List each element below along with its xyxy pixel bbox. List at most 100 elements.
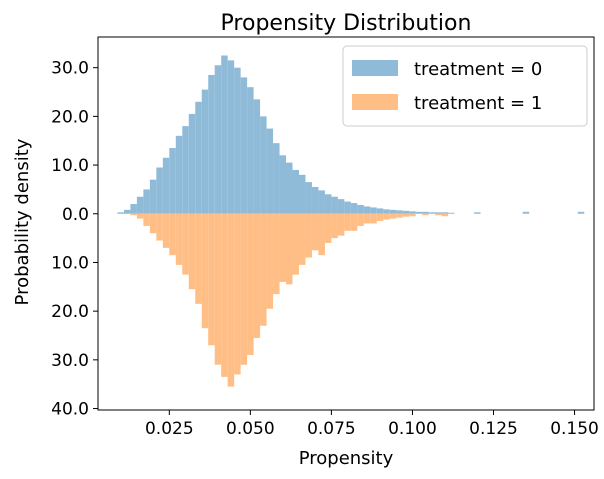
- y-tick-label: 20.0: [51, 107, 89, 127]
- bar-treatment-0: [175, 135, 183, 214]
- bar-treatment-0: [117, 212, 124, 214]
- bar-treatment-0: [441, 212, 449, 214]
- legend-label-treatment-1: treatment = 1: [414, 93, 542, 114]
- bar-treatment-1: [383, 213, 390, 220]
- bar-treatment-0: [240, 77, 248, 214]
- bar-treatment-0: [337, 199, 345, 214]
- bar-treatment-0: [331, 196, 338, 214]
- axes-frame: [97, 36, 595, 411]
- bar-treatment-0: [182, 126, 189, 214]
- bar-treatment-1: [311, 213, 319, 251]
- bar-treatment-1: [149, 213, 157, 234]
- legend-swatch-treatment-1: [352, 94, 398, 110]
- x-tick-label: 0.150: [550, 419, 599, 439]
- x-tick-label: 0.025: [145, 419, 194, 439]
- bar-treatment-1: [331, 213, 338, 239]
- bar-treatment-1: [441, 213, 449, 217]
- bar-treatment-0: [208, 74, 215, 214]
- bar-treatment-1: [143, 213, 150, 226]
- bar-treatment-1: [136, 213, 144, 219]
- bar-treatment-0: [448, 212, 455, 214]
- bar-treatment-0: [136, 196, 144, 214]
- bar-treatment-0: [318, 190, 325, 214]
- bar-treatment-1: [409, 213, 416, 217]
- bar-treatment-0: [234, 67, 241, 214]
- bar-treatment-0: [298, 174, 306, 214]
- y-tick-label: 0.0: [62, 205, 89, 225]
- bar-treatment-1: [201, 213, 209, 329]
- bar-treatment-1: [389, 213, 397, 219]
- y-tick-label: 30.0: [51, 59, 89, 79]
- bar-treatment-1: [253, 213, 261, 338]
- y-tick-label: 10.0: [51, 156, 89, 176]
- bar-treatment-1: [344, 213, 351, 231]
- bar-treatment-1: [402, 213, 410, 217]
- bar-treatment-1: [292, 213, 299, 275]
- bar-treatment-0: [123, 209, 131, 214]
- y-tick-label: 30.0: [51, 351, 89, 371]
- bar-treatment-1: [324, 213, 332, 243]
- bar-treatment-0: [266, 128, 274, 214]
- bar-treatment-0: [286, 162, 293, 214]
- bar-treatment-1: [214, 213, 222, 365]
- bar-treatment-1: [357, 213, 364, 226]
- series-treatment-1-bars: [130, 213, 449, 387]
- x-tick-label: 0.050: [226, 419, 275, 439]
- legend-frame: [342, 45, 588, 127]
- legend: treatment = 0 treatment = 1: [342, 45, 588, 127]
- bar-treatment-1: [279, 213, 287, 282]
- bar-treatment-0: [253, 99, 261, 214]
- plot-frame: [97, 36, 595, 411]
- bar-treatment-0: [227, 60, 235, 214]
- bar-treatment-0: [350, 203, 358, 214]
- bar-treatment-1: [156, 213, 163, 241]
- bar-treatment-0: [370, 207, 377, 214]
- bar-treatment-0: [162, 157, 170, 214]
- bar-treatment-1: [175, 213, 183, 265]
- bar-treatment-1: [337, 213, 345, 236]
- x-axis-ticks: 0.025 0.050 0.075 0.100 0.125 0.150: [145, 410, 599, 439]
- bar-treatment-0: [143, 189, 150, 214]
- y-axis-label: Probability density: [12, 138, 33, 305]
- bar-treatment-0: [311, 186, 319, 214]
- chart-title: Propensity Distribution: [221, 11, 472, 36]
- bar-treatment-1: [298, 213, 306, 265]
- bar-treatment-0: [260, 116, 267, 214]
- bar-treatment-1: [305, 213, 312, 258]
- bar-treatment-1: [227, 213, 235, 387]
- bar-treatment-0: [389, 209, 397, 214]
- bar-treatment-1: [422, 213, 429, 216]
- bar-treatment-0: [435, 212, 442, 214]
- bar-treatment-0: [376, 208, 384, 214]
- bar-treatment-1: [130, 213, 137, 216]
- bar-treatment-0: [273, 143, 280, 214]
- bar-treatment-1: [370, 213, 377, 224]
- bar-treatment-1: [396, 213, 403, 218]
- bar-treatment-1: [162, 213, 170, 248]
- bar-treatment-0: [474, 212, 481, 214]
- bar-treatment-1: [247, 213, 254, 355]
- bar-treatment-1: [221, 213, 228, 377]
- bar-treatment-0: [221, 55, 228, 214]
- bar-treatment-1: [188, 213, 196, 290]
- x-tick-label: 0.100: [388, 419, 437, 439]
- bar-treatment-1: [208, 213, 215, 346]
- bar-treatment-0: [357, 204, 364, 214]
- x-tick-label: 0.075: [307, 419, 356, 439]
- legend-label-treatment-0: treatment = 0: [414, 59, 542, 80]
- bar-treatment-0: [156, 167, 163, 214]
- series-treatment-0-bars: [117, 55, 585, 214]
- bar-treatment-1: [286, 213, 293, 285]
- bar-treatment-0: [247, 87, 254, 214]
- bar-treatment-0: [428, 212, 436, 214]
- bar-treatment-1: [363, 213, 371, 224]
- bar-treatment-1: [260, 213, 267, 326]
- bar-treatment-1: [266, 213, 274, 309]
- bar-treatment-1: [234, 213, 241, 375]
- bar-treatment-1: [182, 213, 189, 275]
- bar-treatment-0: [409, 211, 416, 214]
- bar-treatment-0: [169, 148, 176, 214]
- bar-treatment-1: [273, 213, 280, 295]
- bar-treatment-0: [305, 182, 312, 214]
- bar-treatment-0: [522, 211, 530, 214]
